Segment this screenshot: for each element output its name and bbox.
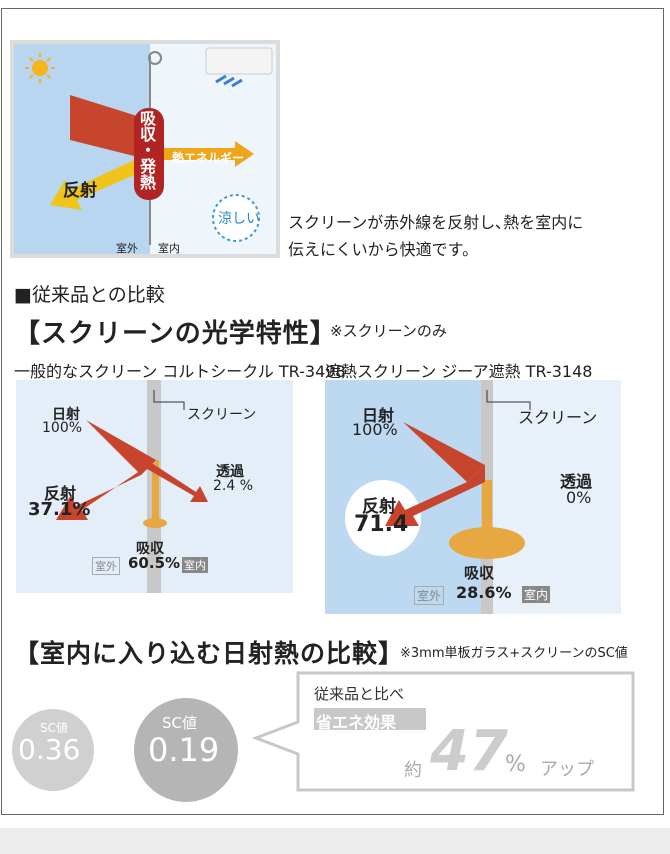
sc-comparison [12,671,635,802]
sc-value-note: ※3mm単板ガラス+スクリーンのSC値 [400,646,628,661]
right-outdoor-label: 室外 [414,586,445,605]
approx-label: 約 [404,760,422,781]
right-solar-label: 日射 [362,406,395,425]
cool-label: 涼しい [218,211,260,227]
optical-properties-title: 【スクリーンの光学特性】 [14,319,337,349]
left-transmit-value: 2.4 % [213,478,254,494]
caption-line-1: スクリーンが赤外線を反射し､熱を室内に [288,213,584,232]
sc-circle1-label: SC値 [40,721,68,735]
right-solar-value: 100% [352,420,398,439]
screen-only-note: ※スクリーンのみ [330,322,447,340]
speech-bubble [251,671,635,792]
sc-circle-2 [134,698,238,802]
right-solar-arrow [403,422,485,482]
left-indoor-label: 室内 [182,557,208,573]
caption-line-2: 伝えにくいから快適です。 [288,240,479,259]
right-reflect-value: 71.4 [354,512,409,537]
left-absorb-label: 吸収 [136,541,164,557]
left-reflect-value: 37.1% [28,499,91,520]
right-reflect-arrow [385,465,485,526]
energy-effect-label: 省エネ効果 [316,713,397,732]
right-diagram-title: 遮熱スクリーン ジーア遮熱 TR-3148 [325,362,593,381]
bottom-strip [0,828,670,854]
left-transmit-label: 透過 [216,464,244,480]
right-optical-diagram [325,380,621,614]
air-conditioner-icon [205,47,273,88]
right-transmit-value: 0% [566,488,592,507]
right-screen-label: スクリーン [518,408,598,427]
percent-sign: % [505,752,526,777]
left-absorb-value: 60.5% [128,554,181,572]
absorb-heat-label: 吸収・発熱 [137,110,156,190]
left-solar-label: 日射 [52,407,80,423]
left-diagram-title: 一般的なスクリーン コルトシークル TR-3498 [14,362,346,381]
left-optical-diagram [16,380,293,593]
heat-energy-label: 熱エネルギー [172,151,245,165]
right-reflect-label: 反射 [362,497,396,517]
sc-circle2-label: SC値 [162,714,197,732]
left-outdoor-label: 室外 [92,557,120,575]
left-solar-value: 100% [42,420,83,436]
solar-heat-title: 【室内に入り込む日射熱の比較】 [14,639,405,668]
illus-outdoor-label: 室外 [116,242,138,255]
right-absorb-value: 28.6% [456,583,512,602]
heat-illustration [10,40,280,258]
left-reflect-arrow [56,460,156,520]
left-transmit-arrow [142,458,208,502]
compare-text: 従来品と比べ [314,685,405,703]
percent-value: 47 [430,719,508,784]
sun-icon [25,53,55,83]
up-label: アップ [540,759,594,780]
left-screen-label: スクリーン [187,407,257,423]
illus-reflect-label: 反射 [63,181,97,201]
comparison-heading: ■従来品との比較 [14,284,165,306]
sc-circle2-value: 0.19 [148,731,220,769]
illus-indoor-label: 室内 [158,242,180,255]
right-indoor-label: 室内 [522,586,551,603]
right-absorb-label: 吸収 [464,564,495,582]
sc-circle-1 [12,709,94,791]
content-frame [1,8,664,815]
left-solar-arrow [86,420,156,475]
left-reflect-label: 反射 [44,484,77,503]
sc-circle1-value: 0.36 [18,733,81,766]
right-transmit-label: 透過 [560,472,593,491]
